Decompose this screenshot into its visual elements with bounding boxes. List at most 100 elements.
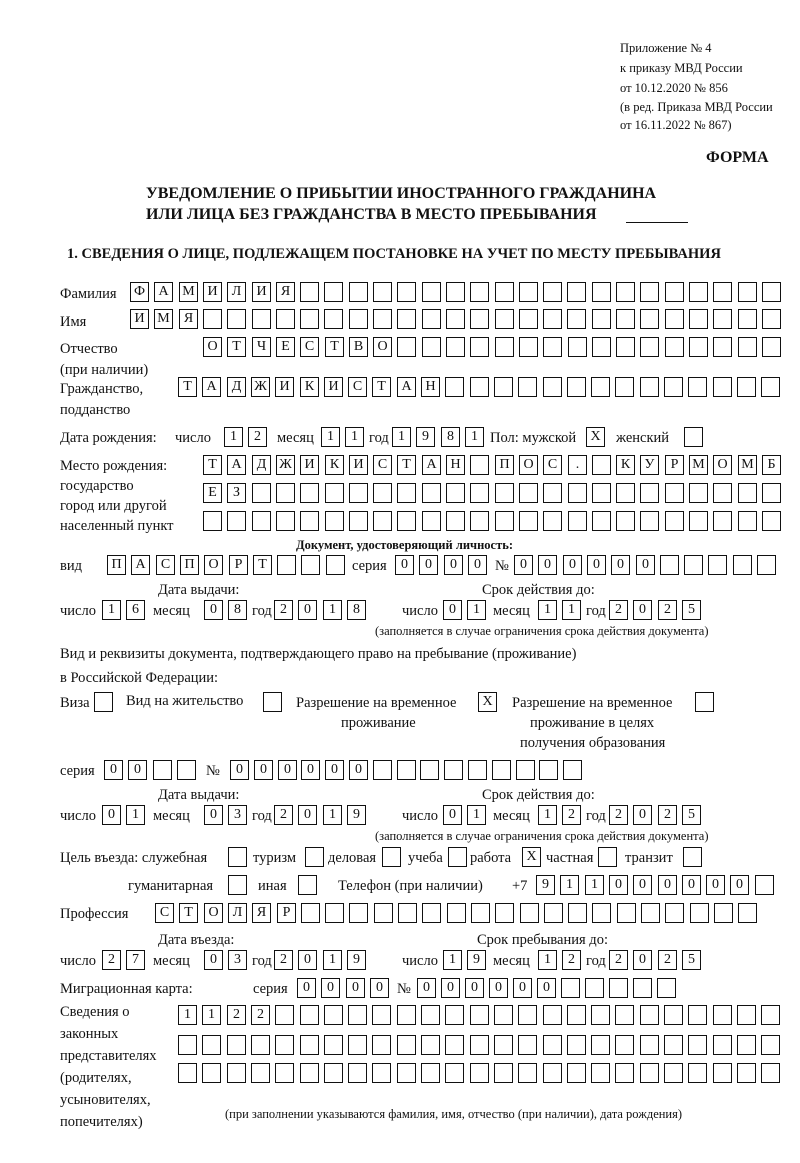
surname-cell[interactable] (470, 282, 489, 302)
rep-2-cell[interactable] (615, 1035, 634, 1055)
phone-cell[interactable]: 1 (585, 875, 604, 895)
name-cell[interactable] (762, 309, 781, 329)
birth-place-1-cell[interactable]: . (568, 455, 587, 475)
rep-2-cell[interactable] (251, 1035, 270, 1055)
birth-place-3-cell[interactable] (203, 511, 222, 531)
birth-place-2-cell[interactable]: Е (203, 483, 222, 503)
rd-issue-year-cell[interactable]: 1 (323, 805, 342, 825)
citizenship-cell[interactable] (713, 377, 732, 397)
birth-place-2-cell[interactable] (640, 483, 659, 503)
id-number-cell[interactable] (684, 555, 703, 575)
profession-cell[interactable] (690, 903, 709, 923)
birth-place-3-cell[interactable] (762, 511, 781, 531)
rep-1-cell[interactable] (688, 1005, 707, 1025)
patronymic-cell[interactable] (762, 337, 781, 357)
rd-series-cell[interactable]: 0 (128, 760, 147, 780)
id-issue-day-cell[interactable]: 6 (126, 600, 145, 620)
stay-year-cell[interactable]: 5 (682, 950, 701, 970)
rep-2-cell[interactable] (664, 1035, 683, 1055)
birth-place-3-cell[interactable] (568, 511, 587, 531)
birth-place-2-cell[interactable] (592, 483, 611, 503)
birth-place-3-cell[interactable] (640, 511, 659, 531)
surname-cell[interactable] (689, 282, 708, 302)
birth-place-1-cell[interactable]: Н (446, 455, 465, 475)
rep-1-cell[interactable] (543, 1005, 562, 1025)
rep-2-cell[interactable] (178, 1035, 197, 1055)
id-kind-cell[interactable] (326, 555, 345, 575)
rep-2-cell[interactable] (518, 1035, 537, 1055)
patronymic-cell[interactable] (519, 337, 538, 357)
stay-day-cell[interactable]: 9 (467, 950, 486, 970)
entry-month-cell[interactable]: 0 (204, 950, 223, 970)
id-kind-cell[interactable] (301, 555, 320, 575)
rep-2-cell[interactable] (275, 1035, 294, 1055)
birth-place-2-cell[interactable] (543, 483, 562, 503)
name-cell[interactable] (519, 309, 538, 329)
phone-cell[interactable]: 1 (560, 875, 579, 895)
rd-number-cell[interactable]: 0 (254, 760, 273, 780)
entry-year-cell[interactable]: 9 (347, 950, 366, 970)
rep-1-cell[interactable] (348, 1005, 367, 1025)
rep-1-cell[interactable] (640, 1005, 659, 1025)
profession-cell[interactable] (544, 903, 563, 923)
id-kind-cell[interactable] (277, 555, 296, 575)
rep-3-cell[interactable] (543, 1063, 562, 1083)
id-valid-year-cell[interactable]: 0 (633, 600, 652, 620)
birth-place-3-cell[interactable] (470, 511, 489, 531)
profession-cell[interactable] (520, 903, 539, 923)
birth-place-2-cell[interactable] (397, 483, 416, 503)
birth-place-2-cell[interactable] (568, 483, 587, 503)
mc-series-cell[interactable]: 0 (346, 978, 365, 998)
rep-2-cell[interactable] (591, 1035, 610, 1055)
birth-month-cell[interactable]: 1 (345, 427, 364, 447)
surname-cell[interactable] (592, 282, 611, 302)
name-cell[interactable] (422, 309, 441, 329)
name-cell[interactable] (640, 309, 659, 329)
citizenship-cell[interactable]: А (397, 377, 416, 397)
patronymic-cell[interactable] (495, 337, 514, 357)
rep-2-cell[interactable] (445, 1035, 464, 1055)
surname-cell[interactable] (373, 282, 392, 302)
birth-place-1-cell[interactable]: П (495, 455, 514, 475)
rd-number-cell[interactable]: 0 (278, 760, 297, 780)
profession-cell[interactable] (398, 903, 417, 923)
rep-3-cell[interactable] (202, 1063, 221, 1083)
id-kind-cell[interactable]: О (204, 555, 223, 575)
rd-issue-day-cell[interactable]: 0 (102, 805, 121, 825)
name-cell[interactable] (324, 309, 343, 329)
birth-place-1-cell[interactable]: Т (203, 455, 222, 475)
rep-2-cell[interactable] (713, 1035, 732, 1055)
surname-cell[interactable]: И (203, 282, 222, 302)
birth-place-1-cell[interactable]: М (689, 455, 708, 475)
purpose-study-checkbox-cell[interactable] (448, 847, 467, 867)
rd-number-cell[interactable]: 0 (301, 760, 320, 780)
citizenship-cell[interactable]: С (348, 377, 367, 397)
profession-cell[interactable] (301, 903, 320, 923)
id-valid-month-cell[interactable]: 1 (538, 600, 557, 620)
rep-3-cell[interactable] (324, 1063, 343, 1083)
name-cell[interactable] (397, 309, 416, 329)
birth-place-2-cell[interactable] (495, 483, 514, 503)
purpose-work-checkbox-cell[interactable]: X (522, 847, 541, 867)
id-valid-year-cell[interactable]: 5 (682, 600, 701, 620)
surname-cell[interactable] (349, 282, 368, 302)
rd-valid-month-cell[interactable]: 1 (538, 805, 557, 825)
rep-2-cell[interactable] (324, 1035, 343, 1055)
birth-place-3-cell[interactable] (592, 511, 611, 531)
entry-year-cell[interactable]: 2 (274, 950, 293, 970)
stay-day-cell[interactable]: 1 (443, 950, 462, 970)
birth-day-cell[interactable]: 2 (248, 427, 267, 447)
birth-place-3-cell[interactable] (276, 511, 295, 531)
name-cell[interactable] (276, 309, 295, 329)
rep-3-cell[interactable] (640, 1063, 659, 1083)
citizenship-cell[interactable] (737, 377, 756, 397)
sex-male-checkbox-cell[interactable]: X (586, 427, 605, 447)
patronymic-cell[interactable]: В (349, 337, 368, 357)
mc-number-cell[interactable] (585, 978, 604, 998)
profession-cell[interactable]: Я (252, 903, 271, 923)
surname-cell[interactable] (519, 282, 538, 302)
birth-place-1-cell[interactable]: Р (665, 455, 684, 475)
birth-place-1-cell[interactable]: Ж (276, 455, 295, 475)
rep-3-cell[interactable] (737, 1063, 756, 1083)
rep-1-cell[interactable] (470, 1005, 489, 1025)
